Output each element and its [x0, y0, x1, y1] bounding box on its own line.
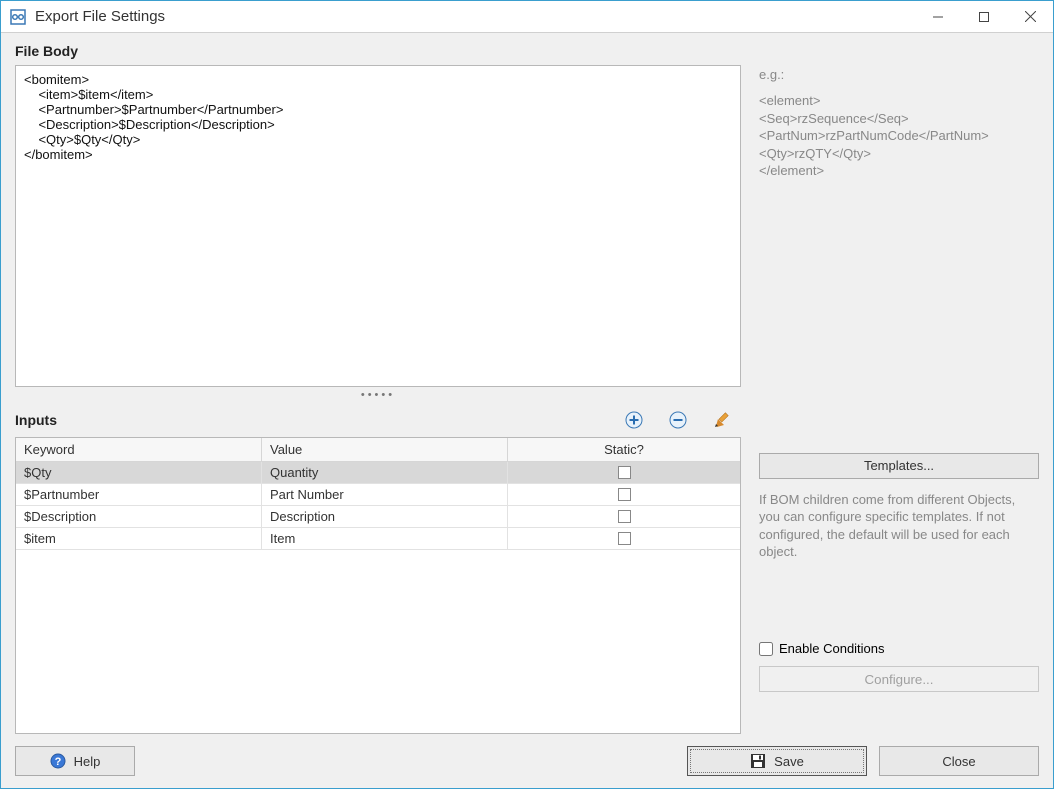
help-icon: ? — [50, 753, 66, 769]
table-row[interactable]: $itemItem — [16, 528, 740, 550]
inputs-label: Inputs — [15, 412, 601, 428]
cell-keyword: $Partnumber — [16, 484, 262, 505]
left-column: File Body ••••• Inputs — [15, 43, 741, 734]
save-icon — [750, 753, 766, 769]
enable-conditions-checkbox[interactable] — [759, 642, 773, 656]
inputs-table-body: $QtyQuantity$PartnumberPart Number$Descr… — [16, 462, 740, 550]
right-column: e.g.: <element> <Seq>rzSequence</Seq> <P… — [759, 43, 1039, 734]
titlebar: Export File Settings — [1, 1, 1053, 33]
window-title: Export File Settings — [35, 8, 915, 25]
configure-button: Configure... — [759, 666, 1039, 692]
footer: ? Help Save Close — [15, 734, 1039, 776]
cell-keyword: $Description — [16, 506, 262, 527]
table-row[interactable]: $QtyQuantity — [16, 462, 740, 484]
column-header-static[interactable]: Static? — [508, 438, 740, 462]
add-input-button[interactable] — [623, 409, 645, 431]
cell-static — [508, 462, 740, 483]
cell-value: Quantity — [262, 462, 508, 483]
static-checkbox[interactable] — [618, 532, 631, 545]
maximize-button[interactable] — [961, 1, 1007, 32]
filebody-textarea[interactable] — [15, 65, 741, 387]
window-close-button[interactable] — [1007, 1, 1053, 32]
cell-keyword: $Qty — [16, 462, 262, 483]
close-button-label: Close — [942, 754, 975, 769]
cell-static — [508, 506, 740, 527]
cell-static — [508, 484, 740, 505]
app-icon — [9, 8, 27, 26]
help-button-label: Help — [74, 754, 101, 769]
help-button[interactable]: ? Help — [15, 746, 135, 776]
table-row[interactable]: $DescriptionDescription — [16, 506, 740, 528]
example-text: <element> <Seq>rzSequence</Seq> <PartNum… — [759, 92, 1039, 180]
minimize-button[interactable] — [915, 1, 961, 32]
table-row[interactable]: $PartnumberPart Number — [16, 484, 740, 506]
templates-button[interactable]: Templates... — [759, 453, 1039, 479]
filebody-label: File Body — [15, 43, 741, 59]
cell-value: Item — [262, 528, 508, 549]
static-checkbox[interactable] — [618, 510, 631, 523]
svg-text:?: ? — [54, 756, 61, 768]
enable-conditions-row: Enable Conditions — [759, 641, 1039, 656]
cell-value: Part Number — [262, 484, 508, 505]
inputs-table-header: Keyword Value Static? — [16, 438, 740, 462]
edit-input-button[interactable] — [711, 409, 733, 431]
splitter-handle[interactable]: ••••• — [15, 387, 741, 403]
content-area: File Body ••••• Inputs — [1, 33, 1053, 788]
inputs-header: Inputs — [15, 409, 741, 431]
main-row: File Body ••••• Inputs — [15, 43, 1039, 734]
inputs-table: Keyword Value Static? $QtyQuantity$Partn… — [15, 437, 741, 734]
save-button[interactable]: Save — [687, 746, 867, 776]
cell-static — [508, 528, 740, 549]
templates-hint: If BOM children come from different Obje… — [759, 491, 1039, 561]
static-checkbox[interactable] — [618, 488, 631, 501]
save-button-label: Save — [774, 754, 804, 769]
cell-value: Description — [262, 506, 508, 527]
enable-conditions-label: Enable Conditions — [779, 641, 885, 656]
static-checkbox[interactable] — [618, 466, 631, 479]
column-header-keyword[interactable]: Keyword — [16, 438, 262, 462]
cell-keyword: $item — [16, 528, 262, 549]
example-label: e.g.: — [759, 67, 1039, 82]
column-header-value[interactable]: Value — [262, 438, 508, 462]
close-button[interactable]: Close — [879, 746, 1039, 776]
remove-input-button[interactable] — [667, 409, 689, 431]
